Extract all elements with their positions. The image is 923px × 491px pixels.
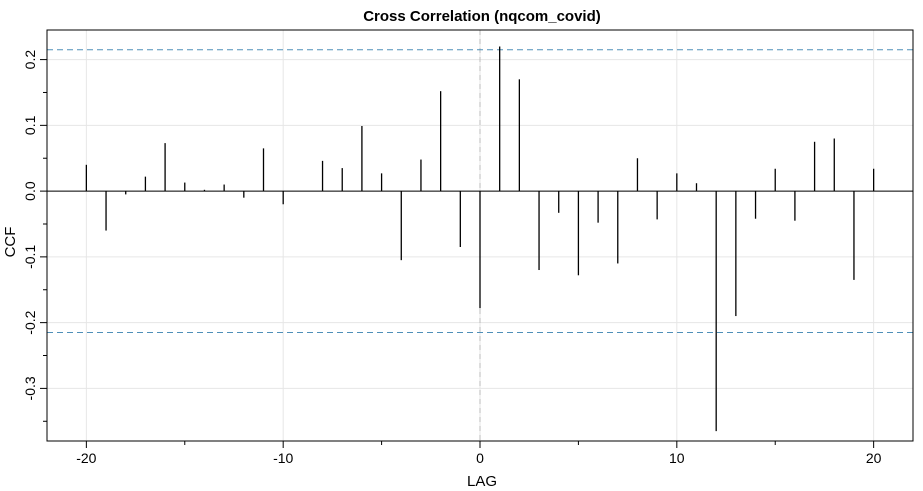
x-axis-title: LAG — [467, 473, 497, 490]
x-tick-label: 0 — [476, 450, 484, 466]
y-tick-label: 0.1 — [22, 115, 38, 135]
y-axis-title: CCF — [2, 227, 19, 258]
ccf-bars — [85, 46, 875, 432]
y-axis: -0.3 -0.2 -0.1 0.0 0.1 0.2 — [22, 50, 47, 422]
y-tick-label: -0.1 — [22, 245, 38, 269]
x-tick-label: 10 — [669, 450, 685, 466]
x-tick-label: 20 — [866, 450, 882, 466]
chart-title: Cross Correlation (nqcom_covid) — [363, 8, 601, 25]
x-tick-label: -10 — [273, 450, 293, 466]
y-tick-label: 0.0 — [22, 181, 38, 201]
x-axis: -20 -10 0 10 20 — [76, 441, 882, 466]
confidence-bounds — [47, 49, 913, 333]
y-tick-label: -0.3 — [22, 376, 38, 400]
x-tick-label: -20 — [76, 450, 96, 466]
y-tick-label: -0.2 — [22, 310, 38, 334]
y-tick-label: 0.2 — [22, 50, 38, 70]
